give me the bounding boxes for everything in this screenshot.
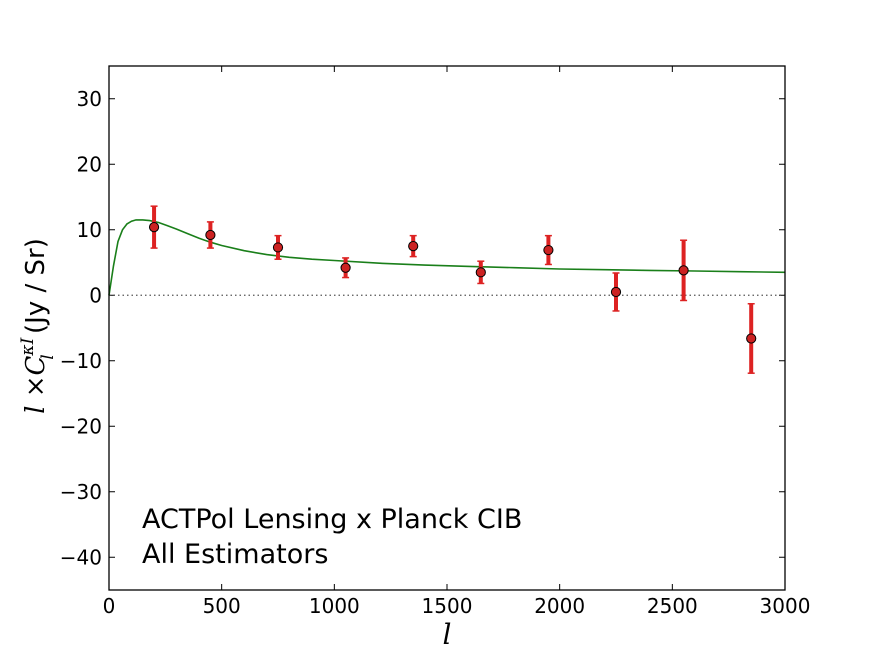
x-tick-label: 2000 <box>534 594 585 618</box>
y-axis-label-base: l ×C <box>21 355 51 413</box>
x-tick-label: 500 <box>203 594 241 618</box>
annotation-title: ACTPol Lensing x Planck CIB <box>142 504 522 535</box>
data-point <box>543 244 554 256</box>
x-tick-label: 0 <box>103 594 116 618</box>
tick-layer: 0 500 1000 1500 2000 2500 3000 −40 −30 −20 −10 0 10 2… <box>60 66 811 618</box>
y-tick-label: −10 <box>60 349 102 373</box>
model-curve <box>108 219 786 296</box>
x-axis-label: l <box>443 618 452 651</box>
data-point <box>678 265 689 276</box>
y-axis-label-units: (Jy / Sr) <box>21 238 51 342</box>
annotation-subtitle: All Estimators <box>142 539 328 570</box>
data-point <box>408 241 419 252</box>
x-tick-label: 3000 <box>760 594 811 618</box>
y-tick-label: 10 <box>77 218 102 242</box>
y-tick-label: 20 <box>77 152 102 176</box>
data-point <box>610 286 622 298</box>
y-tick-label: −20 <box>60 414 102 438</box>
x-tick-label: 1000 <box>309 594 360 618</box>
y-tick-label: −30 <box>60 480 102 504</box>
series-layer <box>108 205 786 374</box>
data-point <box>475 267 486 278</box>
y-tick-label: 30 <box>77 87 102 111</box>
y-tick-label: −40 <box>60 545 102 569</box>
data-point <box>205 229 216 241</box>
data-point <box>272 242 284 253</box>
x-tick-label: 2500 <box>647 594 698 618</box>
y-axis-label: l ×CκIl (Jy / Sr) <box>18 238 58 414</box>
data-point <box>746 333 757 344</box>
data-point <box>340 262 351 273</box>
data-point <box>148 222 160 233</box>
y-tick-label: 0 <box>89 283 102 307</box>
y-axis-label-sup: κI <box>18 337 38 356</box>
plot-frame <box>108 65 786 591</box>
x-tick-label: 1500 <box>422 594 473 618</box>
y-axis-label-sub: l <box>38 354 58 359</box>
